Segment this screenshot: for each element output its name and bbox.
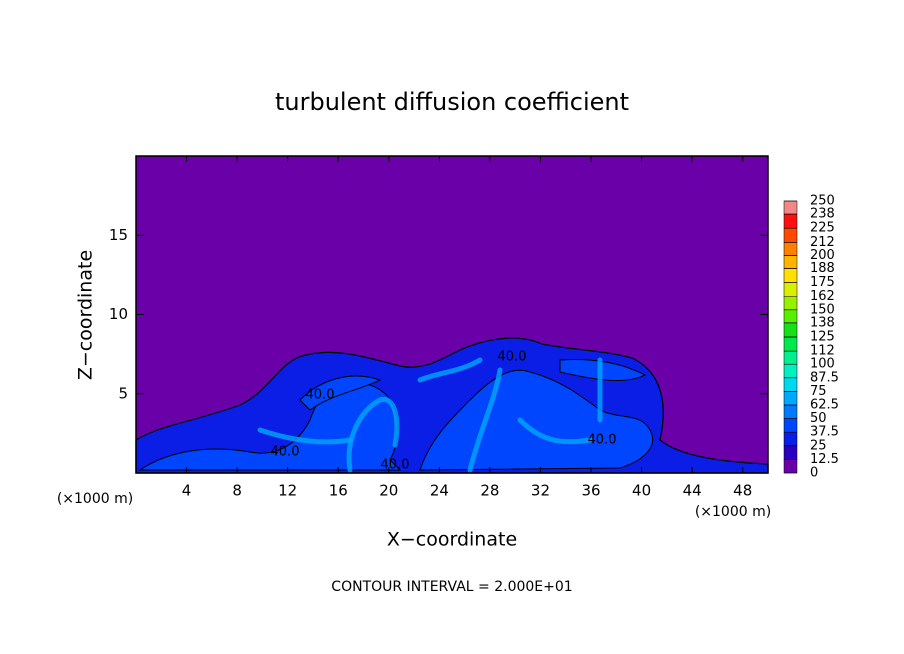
x-tick-label: 36 bbox=[581, 482, 600, 500]
colorbar-cell bbox=[783, 459, 798, 474]
colorbar-label: 225 bbox=[810, 221, 835, 236]
x-tick-label: 8 bbox=[232, 482, 242, 500]
x-tick-label: 16 bbox=[329, 482, 348, 500]
colorbar-label: 250 bbox=[810, 194, 835, 209]
y-axis-label: Z−coordinate bbox=[75, 250, 97, 380]
colorbar-label: 100 bbox=[810, 357, 835, 372]
x-unit-label: (×1000 m) bbox=[57, 491, 133, 507]
x-tick-label: 40 bbox=[632, 482, 651, 500]
colorbar-cell bbox=[783, 431, 798, 447]
colorbar-cell bbox=[783, 322, 798, 338]
colorbar-label: 175 bbox=[810, 275, 835, 290]
colorbar-cell bbox=[783, 200, 798, 215]
colorbar-cell bbox=[783, 336, 798, 352]
colorbar-cell bbox=[783, 418, 798, 433]
colorbar-cell bbox=[783, 363, 798, 379]
contour-label: 40.0 bbox=[498, 350, 527, 365]
footnote: CONTOUR INTERVAL = 2.000E+01 bbox=[331, 579, 572, 595]
colorbar-cell bbox=[783, 227, 798, 243]
colorbar-label: 62.5 bbox=[810, 398, 839, 413]
colorbar-label: 112 bbox=[810, 344, 835, 359]
colorbar-cell bbox=[783, 391, 798, 406]
colorbar-cell bbox=[783, 404, 798, 419]
colorbar-cell bbox=[783, 255, 798, 269]
x-tick-label: 28 bbox=[480, 482, 499, 500]
turbulent-core bbox=[299, 375, 382, 411]
colorbar-label: 12.5 bbox=[810, 452, 839, 467]
colorbar-label: 238 bbox=[810, 207, 835, 222]
contour-label: 40.0 bbox=[588, 433, 617, 448]
colorbar-label: 75 bbox=[810, 384, 827, 399]
x-tick-label: 4 bbox=[182, 482, 192, 500]
colorbar-label: 87.5 bbox=[810, 370, 839, 385]
x-tick-label: 12 bbox=[278, 482, 297, 500]
colorbar-label: 25 bbox=[810, 438, 827, 453]
colorbar-label: 212 bbox=[810, 235, 835, 250]
x-axis-label: X−coordinate bbox=[387, 529, 517, 551]
contour-label: 40.0 bbox=[381, 458, 410, 473]
contour-field: 40.0 40.0 40.0 40.0 40.0 bbox=[135, 156, 769, 474]
turbulent-streak bbox=[346, 396, 400, 473]
x-tick-label: 24 bbox=[430, 482, 449, 500]
colorbar-label: 150 bbox=[810, 302, 835, 317]
contour-label: 40.0 bbox=[271, 445, 300, 460]
y-tick-label: 15 bbox=[109, 226, 128, 244]
turbulent-streak bbox=[417, 357, 483, 383]
colorbar-label: 125 bbox=[810, 330, 835, 345]
colorbar-cell bbox=[783, 213, 798, 229]
turbulent-streak bbox=[467, 367, 503, 473]
x-tick-label: 20 bbox=[379, 482, 398, 500]
chart-title: turbulent diffusion coefficient bbox=[275, 88, 629, 116]
contour-label: 40.0 bbox=[306, 388, 335, 403]
colorbar-cell bbox=[783, 445, 798, 460]
colorbar-cell bbox=[783, 350, 798, 365]
y-tick-label: 5 bbox=[118, 384, 128, 402]
colorbar-label: 138 bbox=[810, 315, 835, 330]
turbulent-streak bbox=[257, 427, 353, 445]
colorbar-label: 37.5 bbox=[810, 425, 839, 440]
colorbar-cell bbox=[783, 242, 798, 256]
x-unit-label: (×1000 m) bbox=[695, 504, 771, 520]
colorbar-label: 162 bbox=[810, 289, 835, 304]
colorbar-label: 188 bbox=[810, 261, 835, 276]
colorbar-cell bbox=[783, 296, 798, 311]
colorbar-cell bbox=[783, 282, 798, 297]
colorbar-cell bbox=[783, 268, 798, 283]
x-tick-label: 32 bbox=[531, 482, 550, 500]
x-tick-label: 44 bbox=[683, 482, 702, 500]
turbulent-streak bbox=[517, 417, 593, 445]
colorbar-cell bbox=[783, 309, 798, 324]
y-tick-label: 10 bbox=[109, 305, 128, 323]
colorbar-label: 200 bbox=[810, 248, 835, 263]
colorbar-cell bbox=[783, 377, 798, 392]
x-tick-label: 48 bbox=[733, 482, 752, 500]
colorbar-label: 50 bbox=[810, 411, 827, 426]
colorbar-label: 0 bbox=[810, 466, 818, 481]
